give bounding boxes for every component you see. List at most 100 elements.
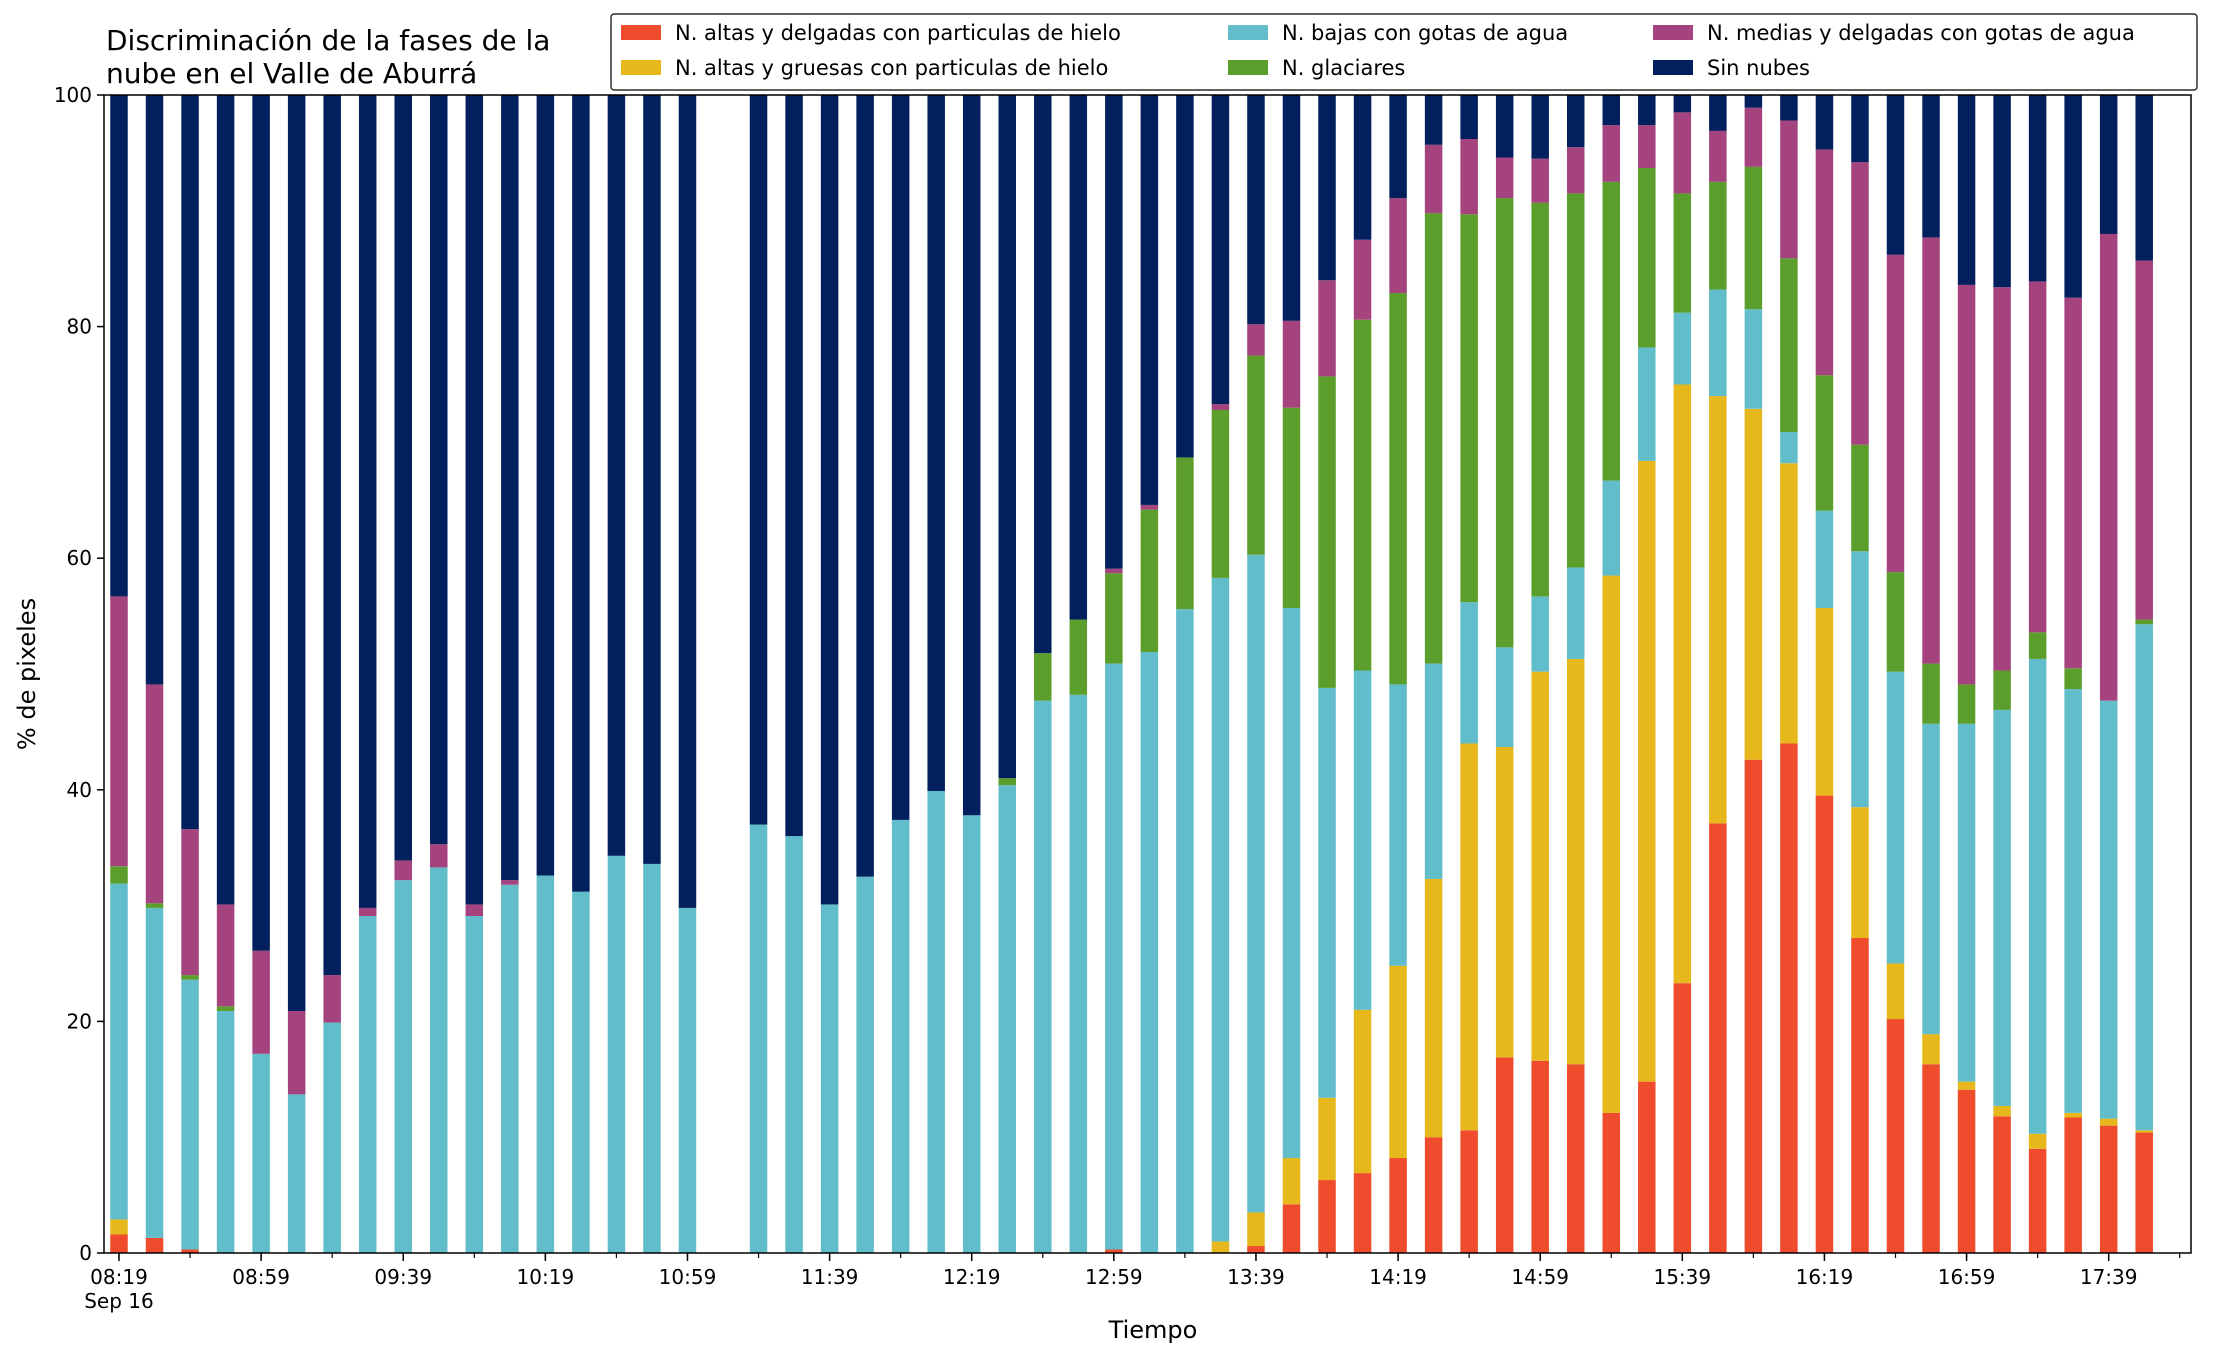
bar-segment-5: [1851, 162, 1869, 445]
bar-group: [1460, 95, 1478, 1253]
bar-segment-5: [1531, 158, 1549, 203]
bar-segment-6: [1602, 95, 1621, 126]
bar-group: [1034, 95, 1052, 1253]
x-tick-label: 17:39: [2080, 1265, 2138, 1289]
bar-segment-1: [1673, 983, 1692, 1253]
bar-segment-3: [643, 863, 661, 1253]
bar-segment-3: [1993, 709, 2011, 1106]
bar-segment-4: [1105, 573, 1123, 664]
bar-segment-5: [501, 880, 519, 885]
bar-segment-3: [1353, 670, 1372, 1010]
bar-segment-5: [1105, 568, 1123, 574]
bar-segment-3: [216, 1010, 235, 1253]
bar-segment-6: [856, 95, 874, 877]
bar-group: [1282, 95, 1301, 1253]
bar-segment-3: [1566, 567, 1585, 659]
bar-segment-5: [1318, 280, 1336, 377]
bar-segment-1: [1424, 1137, 1443, 1253]
bar-segment-3: [536, 875, 555, 1253]
bar-segment-4: [1993, 670, 2011, 710]
bar-segment-3: [1709, 289, 1727, 397]
bar-segment-5: [2135, 260, 2153, 620]
legend-label: N. glaciares: [1282, 56, 1405, 80]
plot-frame: [103, 94, 2192, 1254]
bar-segment-2: [1815, 607, 1834, 796]
bar-segment-6: [1034, 95, 1052, 654]
legend-swatch: [621, 25, 661, 40]
bar-segment-6: [536, 95, 555, 876]
bar-group: [607, 95, 626, 1253]
bar-segment-5: [430, 844, 448, 868]
bar-segment-3: [252, 1053, 270, 1253]
bar-segment-5: [1673, 112, 1692, 194]
bar-segment-1: [1957, 1089, 1976, 1253]
bar-segment-2: [1495, 746, 1514, 1058]
bar-segment-3: [1140, 652, 1159, 1253]
bar-segment-3: [1886, 671, 1905, 964]
bar-segment-6: [1495, 95, 1514, 158]
x-tick-label: 08:59: [232, 1265, 290, 1289]
legend-label: N. medias y delgadas con gotas de agua: [1707, 21, 2135, 45]
bar-segment-5: [1389, 198, 1407, 294]
bar-segment-6: [287, 95, 306, 1011]
bar-segment-5: [358, 907, 377, 917]
bar-segment-3: [572, 891, 590, 1253]
bar-segment-2: [2028, 1133, 2047, 1149]
bar-segment-3: [1780, 431, 1798, 464]
x-tick-label: 12:59: [1085, 1265, 1143, 1289]
bar-group: [1176, 95, 1194, 1253]
legend-item: Sin nubes: [1653, 56, 1810, 80]
bar-segment-5: [1886, 254, 1905, 573]
bar-segment-6: [465, 95, 484, 905]
bar-segment-3: [181, 979, 199, 1250]
bar-segment-5: [1247, 324, 1265, 356]
bar-segment-1: [1247, 1246, 1265, 1253]
bar-segment-1: [1566, 1064, 1585, 1253]
y-axis: 0 20 40 60 80 100: [54, 83, 104, 1265]
bar-segment-5: [394, 860, 412, 881]
bar-segment-6: [1709, 95, 1727, 131]
bar-segment-1: [1602, 1112, 1621, 1253]
bar-segment-6: [1886, 95, 1905, 255]
bar-segment-2: [1353, 1009, 1372, 1174]
bar-group: [2135, 95, 2153, 1253]
bar-segment-1: [1744, 759, 1763, 1253]
bar-segment-6: [1815, 95, 1834, 150]
legend-swatch: [1228, 60, 1268, 75]
bar-segment-3: [678, 907, 697, 1253]
bar-group: [1780, 95, 1798, 1253]
bar-segment-3: [1638, 347, 1656, 461]
bar-segment-1: [1353, 1173, 1372, 1253]
bar-segment-3: [1957, 723, 1976, 1082]
bar-group: [820, 95, 839, 1253]
bar-group: [1247, 95, 1265, 1253]
bar-segment-2: [2064, 1112, 2082, 1118]
bar-segment-6: [607, 95, 626, 856]
bar-group: [1638, 95, 1656, 1253]
bar-segment-4: [1034, 653, 1052, 701]
bar-segment-3: [1105, 663, 1123, 1250]
bar-segment-6: [2064, 95, 2082, 298]
bar-segment-5: [323, 975, 341, 1023]
bar-group: [572, 95, 590, 1253]
bar-segment-3: [785, 836, 803, 1253]
bar-segment-1: [181, 1249, 199, 1253]
bar-segment-3: [1211, 577, 1230, 1242]
bar-group: [1602, 95, 1621, 1253]
bar-segment-6: [891, 95, 910, 820]
bar-segment-5: [2064, 297, 2082, 669]
bar-segment-5: [1993, 287, 2011, 671]
bar-segment-6: [1780, 95, 1798, 121]
bar-group: [430, 95, 448, 1253]
legend-swatch: [1228, 25, 1268, 40]
bar-group: [465, 95, 484, 1253]
bar-segment-1: [1282, 1204, 1301, 1253]
bar-segment-3: [110, 883, 128, 1220]
bar-segment-2: [1424, 878, 1443, 1138]
bar-segment-4: [1460, 214, 1478, 603]
bar-segment-6: [110, 95, 128, 597]
bar-segment-3: [358, 916, 377, 1253]
bar-group: [2099, 95, 2118, 1253]
